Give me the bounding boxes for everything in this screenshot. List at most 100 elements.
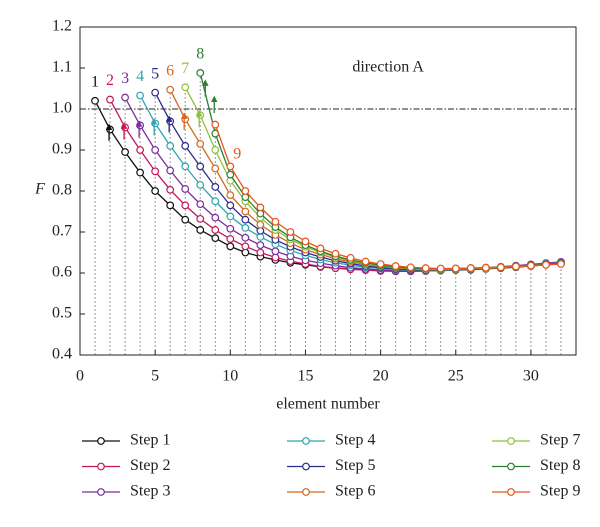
point (226, 212, 235, 221)
point (181, 83, 190, 92)
point (151, 146, 160, 154)
y-tick-label: 0.6 (52, 264, 72, 281)
point (226, 224, 235, 233)
point (211, 213, 220, 222)
point (256, 203, 265, 212)
point (196, 214, 205, 223)
point (557, 260, 565, 268)
legend-marker (507, 488, 515, 496)
legend-label: Step 5 (335, 457, 375, 474)
point (151, 88, 160, 97)
point (106, 95, 114, 104)
point (436, 264, 445, 273)
series-line (154, 92, 562, 271)
point (241, 207, 250, 216)
point (166, 201, 175, 210)
point (166, 85, 175, 94)
point (181, 201, 190, 210)
point (181, 185, 190, 193)
point (196, 226, 205, 234)
point (241, 187, 250, 195)
point (527, 261, 535, 270)
point (91, 96, 99, 105)
point (211, 234, 220, 243)
peak-label: 8 (196, 46, 204, 63)
legend-label: Step 7 (540, 432, 580, 449)
point (256, 220, 265, 229)
point (151, 119, 160, 128)
y-tick-label: 0.7 (52, 223, 72, 240)
point (511, 262, 520, 271)
point (151, 167, 160, 176)
point (211, 164, 220, 173)
point (211, 146, 220, 154)
legend-label: Step 3 (130, 483, 170, 500)
x-tick-label: 15 (297, 368, 313, 385)
legend-label: Step 9 (540, 483, 580, 500)
x-tick-label: 10 (222, 368, 238, 385)
point (136, 146, 145, 154)
point (106, 125, 114, 134)
point (196, 139, 205, 148)
point (181, 115, 190, 124)
peak-label: 9 (233, 145, 241, 162)
annotation: direction A (352, 59, 424, 76)
point (121, 148, 129, 156)
peak-label: 4 (136, 68, 144, 85)
point (136, 168, 145, 177)
point (181, 141, 190, 150)
point (166, 185, 175, 194)
peak-label: 3 (121, 70, 129, 87)
point (211, 182, 220, 191)
x-tick-label: 30 (523, 368, 539, 385)
point (151, 187, 160, 195)
point (286, 228, 295, 236)
point (466, 264, 475, 272)
series-line (184, 86, 562, 270)
point (376, 260, 385, 268)
peak-label: 1 (91, 73, 99, 90)
point (136, 91, 145, 100)
series-line (214, 124, 562, 270)
y-tick-label: 1.0 (52, 100, 72, 117)
point (361, 257, 370, 266)
point (346, 253, 355, 262)
legend-marker (97, 488, 105, 496)
legend-label: Step 4 (335, 432, 375, 449)
x-tick-label: 0 (76, 368, 84, 385)
peak-label: 5 (151, 65, 159, 82)
legend-marker (302, 488, 310, 496)
point (196, 162, 205, 171)
y-axis-label: F (34, 181, 45, 198)
series-line (109, 99, 562, 273)
point (196, 200, 205, 209)
legend-marker (302, 437, 310, 445)
y-tick-label: 0.8 (52, 182, 72, 199)
y-tick-label: 0.9 (52, 141, 72, 158)
point (226, 162, 235, 171)
legend-marker (97, 462, 105, 471)
legend-label: Step 8 (540, 457, 580, 474)
point (301, 237, 310, 246)
point (331, 249, 340, 258)
point (241, 233, 250, 242)
series-line (94, 100, 562, 272)
point (481, 263, 490, 272)
point (211, 197, 220, 206)
legend-label: Step 2 (130, 457, 170, 474)
point (211, 226, 220, 234)
point (226, 191, 235, 200)
series-line (199, 72, 562, 270)
legend-marker (302, 462, 310, 471)
point (181, 215, 190, 224)
point (121, 93, 129, 102)
legend-label: Step 1 (130, 432, 170, 449)
legend-marker (507, 462, 515, 471)
point (241, 215, 250, 224)
legend-label: Step 6 (335, 483, 375, 500)
y-tick-label: 0.5 (52, 305, 72, 322)
point (496, 263, 505, 272)
point (542, 260, 550, 269)
x-tick-label: 5 (151, 368, 159, 385)
point (241, 242, 250, 251)
